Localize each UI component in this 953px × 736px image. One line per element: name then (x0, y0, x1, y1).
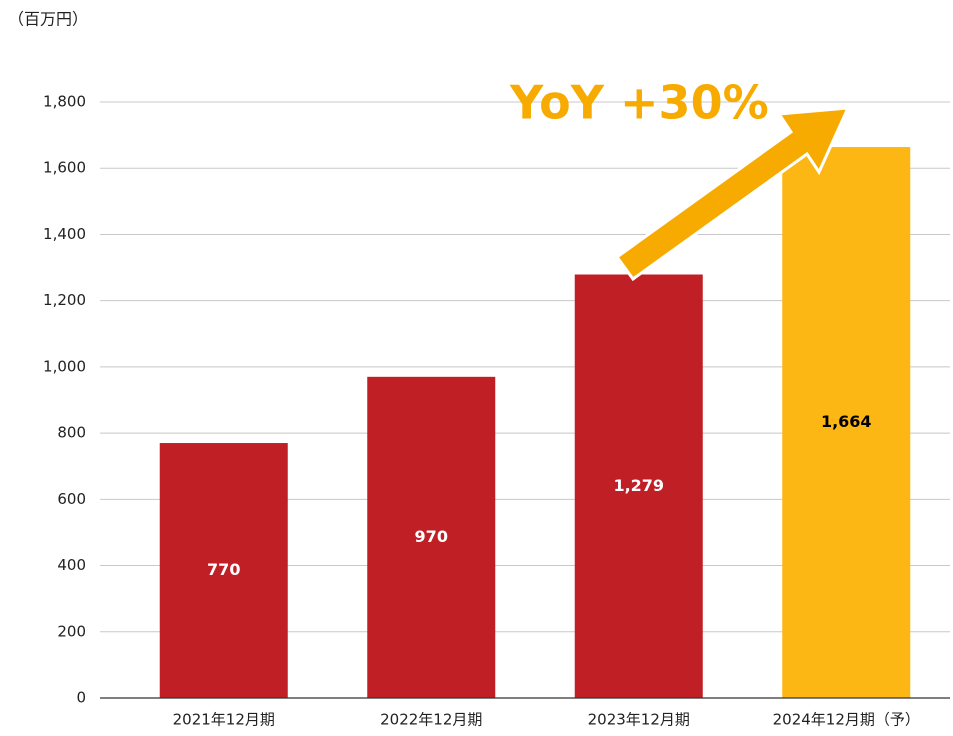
annotation: YoY +30% (509, 76, 769, 130)
x-tick-label: 2024年12月期（予） (773, 711, 920, 729)
unit-label: （百万円） (8, 10, 88, 29)
y-tick-label: 1,200 (43, 291, 86, 309)
y-tick-label: 1,400 (43, 225, 86, 243)
y-tick-label: 800 (57, 424, 86, 442)
plot: 0 200 400 600 800 1,000 1,200 1,400 1,600 1,800 20… (43, 93, 950, 729)
data-label: 1,664 (821, 412, 872, 431)
bar (367, 376, 496, 698)
x-tick-label: 2023年12月期 (588, 711, 690, 729)
bar (574, 274, 703, 698)
y-tick-label: 1,000 (43, 357, 86, 375)
y-tick-label: 1,800 (43, 93, 86, 111)
x-tick-label: 2021年12月期 (173, 711, 275, 729)
data-label: 770 (207, 560, 240, 579)
y-tick-label: 1,600 (43, 159, 86, 177)
data-label: 1,279 (613, 476, 664, 495)
y-tick-label: 600 (57, 490, 86, 508)
y-tick-label: 200 (57, 622, 86, 640)
x-tick-label: 2022年12月期 (380, 711, 482, 729)
y-tick-label: 0 (76, 689, 86, 707)
data-label: 970 (415, 527, 448, 546)
arrow (614, 106, 851, 282)
y-tick-label: 400 (57, 556, 86, 574)
bar (159, 443, 288, 698)
bar (782, 147, 911, 698)
